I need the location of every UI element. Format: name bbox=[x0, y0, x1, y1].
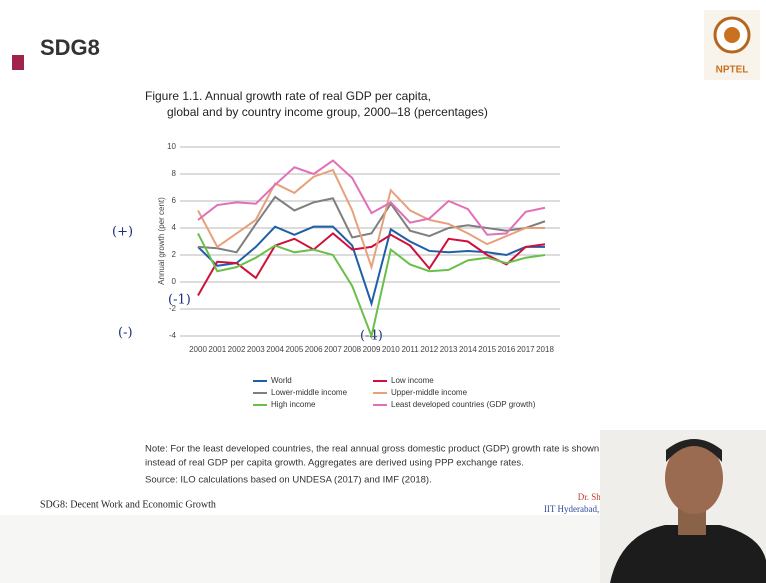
x-tick-label: 2004 bbox=[266, 345, 284, 354]
slide-title: SDG8 bbox=[40, 35, 100, 60]
presenter: Dr. Shiva Ji bbox=[578, 492, 621, 502]
x-tick-label: 2008 bbox=[343, 345, 361, 354]
affiliation: IIT Hyderabad, India bbox=[544, 504, 620, 514]
annotation: (+) bbox=[112, 225, 133, 240]
y-tick-label: 4 bbox=[172, 223, 177, 232]
legend-label: Upper-middle income bbox=[391, 388, 468, 397]
x-tick-label: 2011 bbox=[401, 345, 419, 354]
x-tick-label: 2017 bbox=[517, 345, 535, 354]
annotation: (-1) bbox=[168, 293, 191, 308]
y-tick-label: 8 bbox=[172, 169, 177, 178]
series-line bbox=[197, 225, 545, 308]
x-tick-label: 2010 bbox=[382, 345, 400, 354]
footer: SDG8: Decent Work and Economic Growth bbox=[40, 499, 216, 510]
x-tick-label: 2001 bbox=[208, 345, 226, 354]
y-tick-label: 0 bbox=[172, 277, 177, 286]
x-tick-label: 2003 bbox=[247, 345, 265, 354]
y-tick-label: -4 bbox=[169, 331, 177, 340]
source: Source: ILO calculations based on UNDESA… bbox=[145, 475, 432, 486]
presenter-hair bbox=[666, 439, 722, 462]
x-tick-label: 2007 bbox=[324, 345, 342, 354]
x-tick-label: 2009 bbox=[363, 345, 381, 354]
x-tick-label: 2002 bbox=[228, 345, 246, 354]
presenter-body bbox=[610, 525, 766, 583]
x-tick-label: 2018 bbox=[536, 345, 554, 354]
legend-label: High income bbox=[271, 400, 316, 409]
presenter-head bbox=[665, 442, 723, 514]
series-line bbox=[197, 195, 546, 254]
x-tick-label: 2012 bbox=[420, 345, 438, 354]
x-tick-label: 2013 bbox=[440, 345, 458, 354]
note: Note: For the least developed countries,… bbox=[145, 444, 599, 455]
title-bullet bbox=[12, 55, 24, 70]
x-tick-label: 2006 bbox=[305, 345, 323, 354]
legend-label: Least developed countries (GDP growth) bbox=[391, 400, 536, 409]
series-line bbox=[197, 232, 546, 296]
chart-title: global and by country income group, 2000… bbox=[167, 105, 488, 119]
series-line bbox=[197, 232, 546, 340]
legend-label: Lower-middle income bbox=[271, 388, 348, 397]
note: instead of real GDP per capita growth. A… bbox=[145, 458, 524, 469]
annotation: (-) bbox=[118, 326, 133, 341]
y-tick-label: 10 bbox=[167, 142, 176, 151]
logo-core bbox=[724, 27, 740, 43]
chart-title: Figure 1.1. Annual growth rate of real G… bbox=[145, 89, 431, 103]
y-tick-label: 6 bbox=[172, 196, 177, 205]
x-tick-label: 2000 bbox=[189, 345, 207, 354]
logo-text: NPTEL bbox=[716, 65, 749, 76]
series-line bbox=[197, 159, 546, 236]
legend-label: Low income bbox=[391, 376, 434, 385]
series-line bbox=[197, 168, 545, 271]
x-tick-label: 2015 bbox=[478, 345, 496, 354]
legend-label: World bbox=[271, 376, 292, 385]
x-tick-label: 2005 bbox=[285, 345, 303, 354]
y-tick-label: 2 bbox=[172, 250, 177, 259]
y-axis-label: Annual growth (per cent) bbox=[157, 197, 166, 285]
x-tick-label: 2014 bbox=[459, 345, 477, 354]
y-tick-label: -2 bbox=[169, 304, 177, 313]
x-tick-label: 2016 bbox=[498, 345, 516, 354]
